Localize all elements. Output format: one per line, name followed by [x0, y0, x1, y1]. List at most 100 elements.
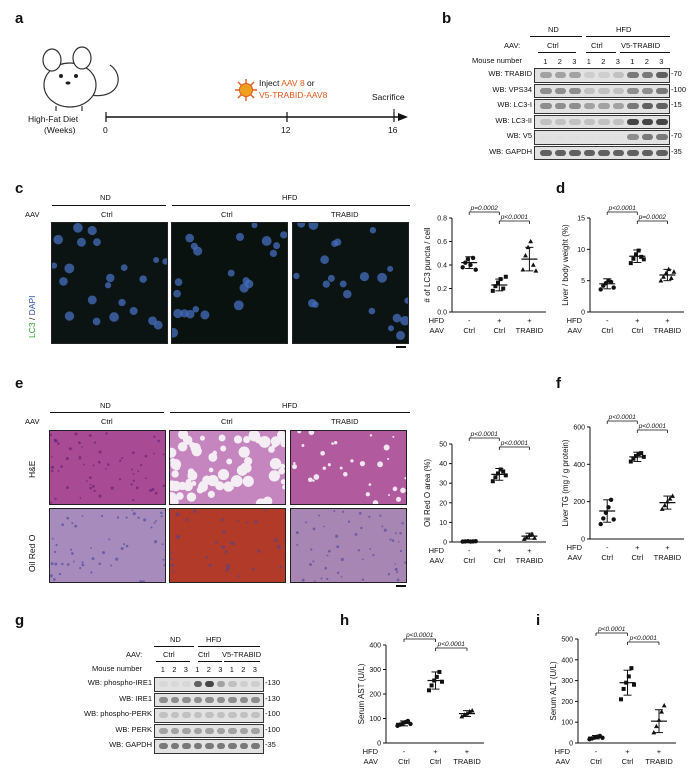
panel-label-c: c: [15, 180, 24, 197]
texture-dot: [224, 550, 228, 554]
blot-band: [641, 87, 653, 94]
trabid-line: [620, 52, 670, 53]
texture-dot: [118, 478, 122, 481]
data-point: [490, 288, 495, 293]
blot-band: [540, 87, 552, 94]
texture-dot: [354, 532, 358, 536]
texture-dot: [365, 492, 371, 497]
data-point: [469, 708, 475, 713]
texture-dot: [76, 237, 86, 247]
texture-dot: [214, 541, 218, 545]
texture-dot: [264, 509, 267, 512]
aav-value: Ctrl: [590, 757, 602, 766]
c-group-nd: ND: [100, 193, 111, 202]
blot-band: [216, 743, 225, 750]
blot-band: [170, 696, 179, 703]
y-tick-label: 0: [581, 537, 585, 544]
texture-dot: [399, 532, 402, 535]
texture-dot: [98, 450, 102, 454]
blot-band: [569, 118, 581, 125]
texture-dot: [98, 562, 102, 566]
texture: [293, 223, 408, 340]
texture-dot: [74, 432, 78, 436]
texture-dot: [368, 307, 376, 315]
texture-dot: [162, 258, 167, 265]
data-point: [490, 479, 495, 484]
data-point: [460, 265, 465, 270]
texture-dot: [220, 445, 227, 452]
mouse-number: 3: [252, 665, 257, 674]
texture-dot: [172, 327, 179, 338]
hfd-value: +: [657, 747, 662, 756]
texture-dot: [173, 308, 183, 319]
texture-dot: [51, 469, 54, 473]
texture-dot: [176, 535, 181, 539]
data-point: [529, 531, 535, 536]
texture: [292, 431, 406, 504]
texture-dot: [191, 446, 202, 457]
mouse-number: 2: [557, 57, 562, 66]
data-point: [533, 268, 539, 273]
blot-band: [656, 149, 668, 156]
texture-dot: [215, 481, 225, 491]
mouse-number: 3: [615, 57, 620, 66]
blot-band: [598, 118, 610, 125]
texture-dot: [395, 496, 402, 502]
data-point: [641, 257, 646, 262]
blot-band: [598, 134, 610, 141]
oro-image-hfd-trabid: [290, 508, 407, 583]
blot-row-label: WB: phospho-PERK: [84, 709, 152, 719]
data-point: [619, 697, 623, 702]
texture-dot: [336, 571, 340, 575]
texture-dot: [143, 518, 147, 522]
y-tick-label: 100: [561, 720, 573, 727]
texture-dot: [64, 311, 75, 321]
g-aav-label: AAV:: [126, 650, 143, 659]
chart-lc3-puncta: 0.0 0.2 0.4 0.6 0.8 # of LC3 puncta / cell HFD…: [423, 205, 546, 335]
blot-row-label: WB: TRABID: [488, 69, 532, 79]
data-point: [523, 253, 528, 258]
blot-strip: [154, 677, 264, 692]
if-image-hfd-trabid: [292, 222, 409, 344]
texture-dot: [185, 518, 189, 522]
hfd-value: -: [403, 747, 406, 756]
texture-dot: [139, 275, 147, 283]
c-group-hfd: HFD: [282, 193, 298, 202]
mw-marker: -100: [265, 709, 281, 719]
texture-dot: [66, 516, 70, 520]
data-point: [503, 473, 508, 478]
blot-band: [216, 696, 225, 703]
blot-band: [612, 149, 624, 156]
texture-dot: [359, 271, 370, 282]
texture-dot: [309, 562, 313, 566]
texture-dot: [183, 481, 193, 492]
texture-dot: [163, 564, 165, 566]
blot-band: [656, 87, 668, 94]
texture-dot: [102, 551, 106, 555]
texture-dot: [401, 522, 404, 525]
aav-row-label: AAV: [430, 326, 444, 335]
texture-dot: [153, 452, 155, 455]
texture-dot: [120, 264, 128, 271]
blot-row-label: WB: PERK: [115, 724, 152, 734]
mouse-number: 2: [644, 57, 649, 66]
blot-band: [182, 712, 191, 719]
data-point: [629, 666, 634, 671]
aav-row-label: AAV: [430, 556, 444, 565]
texture-dot: [396, 578, 400, 582]
texture-dot: [293, 461, 296, 465]
texture-dot: [137, 470, 140, 473]
texture-dot: [93, 489, 96, 493]
blot-strip: [534, 130, 670, 145]
data-point: [611, 285, 616, 290]
texture-dot: [105, 432, 108, 435]
blot-band: [554, 103, 566, 110]
blot-band: [598, 103, 610, 110]
texture-dot: [207, 490, 215, 498]
hfd-value: +: [465, 747, 470, 756]
blot-band: [170, 727, 179, 734]
texture-dot: [174, 278, 183, 286]
texture-dot: [221, 545, 226, 549]
texture-dot: [268, 470, 280, 482]
texture-dot: [172, 570, 175, 573]
